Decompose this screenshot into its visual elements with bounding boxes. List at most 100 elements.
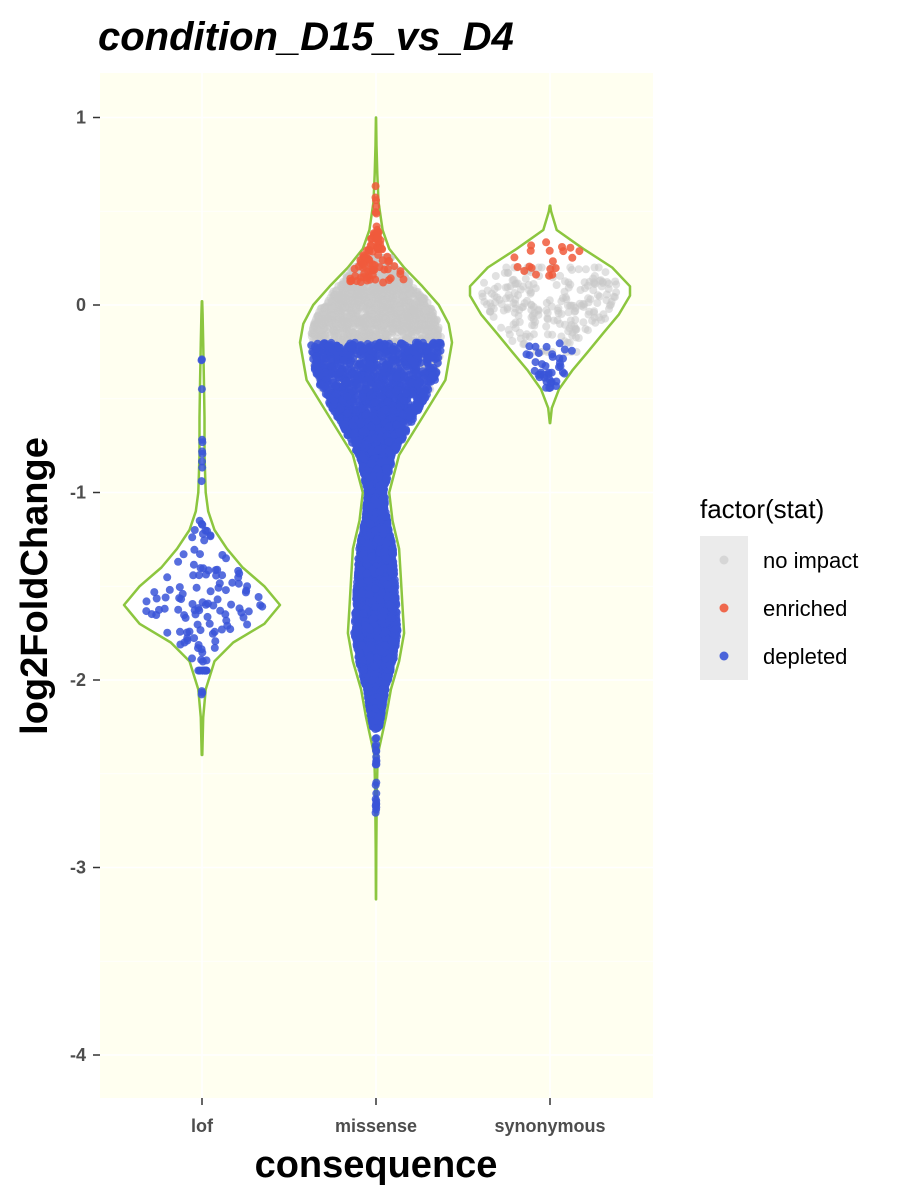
point-synonymous-no-impact [575, 299, 584, 308]
data-points [142, 182, 621, 817]
point-synonymous-no-impact [584, 294, 593, 303]
point-lof-depleted [160, 604, 169, 613]
point-missense-no-impact [367, 299, 376, 307]
point-synonymous-no-impact [590, 263, 599, 272]
point-missense-no-impact [343, 317, 351, 326]
point-missense-no-impact [407, 297, 416, 306]
point-synonymous-no-impact [612, 280, 621, 289]
point-synonymous-no-impact [561, 293, 570, 302]
point-synonymous-no-impact [593, 299, 602, 307]
point-lof-depleted [188, 533, 197, 542]
point-synonymous-no-impact [491, 272, 500, 280]
point-lof-depleted [210, 627, 219, 636]
point-synonymous-no-impact [497, 323, 506, 332]
point-synonymous-no-impact [599, 310, 608, 319]
point-synonymous-no-impact [561, 277, 569, 286]
point-missense-no-impact [420, 325, 429, 334]
point-synonymous-no-impact [511, 318, 520, 327]
point-lof-depleted [198, 463, 207, 472]
point-synonymous-no-impact [482, 300, 491, 309]
point-missense-no-impact [343, 325, 351, 334]
point-lof-depleted [198, 657, 207, 666]
point-synonymous-no-impact [527, 301, 536, 310]
point-lof-depleted [175, 583, 184, 592]
point-lof-depleted [206, 587, 215, 596]
point-missense-no-impact [361, 320, 370, 328]
point-synonymous-no-impact [519, 303, 528, 311]
point-lof-depleted [234, 566, 243, 575]
point-synonymous-no-impact [499, 306, 508, 315]
point-synonymous-no-impact [489, 312, 498, 321]
point-lof-depleted [188, 654, 196, 663]
point-missense-no-impact [379, 312, 388, 321]
point-synonymous-no-impact [604, 279, 613, 288]
point-missense-no-impact [405, 321, 413, 330]
point-lof-depleted [189, 560, 198, 569]
point-missense-no-impact [390, 281, 399, 289]
point-synonymous-no-impact [529, 330, 538, 339]
point-lof-depleted [228, 578, 237, 587]
point-lof-depleted [201, 600, 210, 609]
point-lof-depleted [201, 526, 210, 535]
point-missense-no-impact [373, 321, 382, 330]
point-missense-no-impact [391, 313, 400, 322]
point-synonymous-no-impact [552, 281, 561, 289]
point-missense-no-impact [331, 319, 340, 328]
point-lof-depleted [209, 601, 218, 610]
point-lof-depleted [204, 566, 213, 575]
point-lof-depleted [198, 435, 207, 444]
point-lof-depleted [235, 604, 244, 613]
point-synonymous-no-impact [601, 268, 610, 277]
point-lof-depleted [254, 593, 263, 601]
point-synonymous-no-impact [478, 292, 487, 301]
point-missense-no-impact [360, 313, 369, 322]
point-lof-depleted [218, 571, 227, 580]
point-missense-no-impact [330, 301, 339, 310]
point-synonymous-no-impact [500, 268, 509, 277]
point-synonymous-no-impact [563, 338, 572, 347]
point-lof-depleted [163, 573, 172, 582]
point-lof-depleted [210, 643, 219, 652]
point-missense-no-impact [349, 314, 358, 322]
point-missense-no-impact [425, 330, 434, 339]
point-missense-no-impact [325, 318, 334, 327]
point-synonymous-no-impact [519, 282, 528, 291]
point-lof-depleted [161, 593, 170, 602]
point-lof-depleted [174, 557, 183, 566]
point-missense-no-impact [408, 290, 416, 299]
point-missense-no-impact [313, 311, 322, 320]
point-lof-depleted [244, 607, 253, 616]
point-missense-no-impact [353, 290, 361, 298]
point-synonymous-no-impact [508, 276, 517, 285]
point-synonymous-no-impact [480, 278, 488, 287]
point-lof-depleted [142, 597, 151, 606]
point-lof-depleted [215, 579, 224, 588]
point-synonymous-no-impact [547, 302, 556, 311]
point-synonymous-no-impact [593, 291, 602, 300]
point-lof-depleted [163, 628, 172, 637]
point-synonymous-no-impact [567, 265, 576, 274]
point-synonymous-no-impact [522, 330, 531, 339]
point-missense-no-impact [339, 279, 348, 288]
point-missense-no-impact [412, 310, 421, 319]
point-lof-depleted [205, 619, 214, 628]
point-missense-no-impact [385, 293, 394, 302]
chart-title: condition_D15_vs_D4 [98, 15, 514, 59]
point-lof-depleted [198, 449, 207, 458]
point-synonymous-no-impact [570, 307, 579, 316]
point-synonymous-no-impact [504, 291, 513, 299]
point-synonymous-no-impact [572, 325, 581, 334]
point-missense-no-impact [319, 307, 328, 316]
point-missense-no-impact [405, 277, 414, 286]
point-lof-depleted [203, 612, 212, 621]
point-missense-no-impact [361, 304, 370, 313]
point-synonymous-no-impact [505, 330, 514, 339]
point-lof-depleted [198, 688, 207, 697]
point-synonymous-no-impact [583, 326, 592, 335]
point-lof-depleted [243, 620, 252, 629]
point-synonymous-no-impact [495, 295, 504, 304]
point-synonymous-no-impact [530, 321, 539, 330]
point-lof-depleted [177, 595, 186, 604]
point-synonymous-no-impact [589, 308, 598, 317]
